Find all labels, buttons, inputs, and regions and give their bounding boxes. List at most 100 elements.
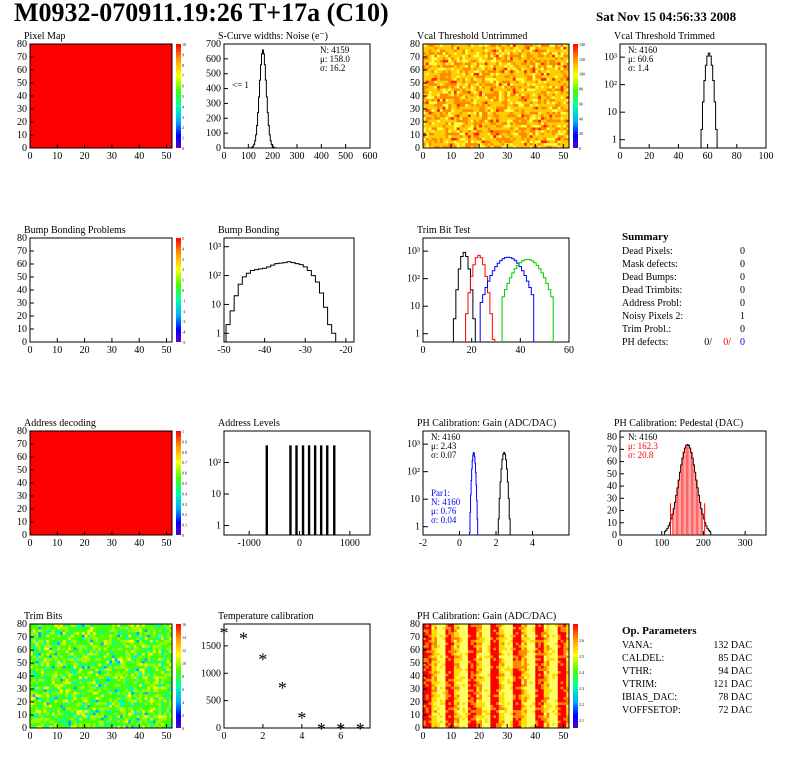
heatmap-cell (481, 85, 486, 89)
heatmap-cell (465, 712, 469, 716)
heatmap-cell (54, 644, 58, 648)
heatmap-cell (120, 665, 124, 669)
stat-line: μ: 2.43 (431, 441, 457, 451)
heatmap-cell (84, 715, 88, 718)
heatmap-cell (120, 702, 124, 705)
heatmap-cell (70, 626, 74, 630)
heatmap-cell (526, 717, 530, 721)
heatmap-cell (128, 655, 132, 659)
heatmap-cell (38, 691, 42, 695)
heatmap-cell (133, 642, 137, 646)
heatmap-cell (57, 637, 61, 640)
heatmap-cell (423, 145, 427, 149)
heatmap-cell (120, 652, 124, 656)
heatmap-cell (147, 663, 151, 666)
heatmap-cell (76, 681, 80, 685)
heatmap-cell (462, 124, 466, 128)
heatmap-cell (51, 694, 55, 698)
heatmap-cell (459, 119, 463, 123)
heatmap-cell (81, 629, 85, 633)
heatmap-cell (84, 626, 88, 630)
heatmap-cell (518, 722, 522, 726)
heatmap-cell (158, 647, 162, 651)
heatmap-cell (549, 59, 553, 63)
heatmap-cell (65, 678, 69, 682)
heatmap-cell (462, 90, 466, 94)
heatmap-cell (158, 699, 162, 703)
heatmap-cell (465, 119, 469, 123)
heatmap-cell (120, 720, 124, 724)
heatmap-cell (90, 709, 94, 713)
heatmap-cell (459, 83, 463, 86)
heatmap-cell (131, 647, 135, 651)
heatmap-cell (521, 137, 525, 141)
heatmap-cell (546, 140, 550, 144)
heatmap-cell (158, 670, 162, 674)
heatmap-cell (501, 72, 505, 76)
heatmap-cell (557, 90, 561, 94)
heatmap-cell (479, 145, 483, 149)
heatmap-cell (32, 699, 36, 703)
heatmap-cell (106, 704, 110, 708)
heatmap-cell (448, 725, 452, 729)
heatmap-cell (465, 725, 469, 729)
series-line-1 (468, 452, 479, 536)
heatmap-cell (87, 650, 91, 653)
heatmap-cell (462, 67, 466, 71)
plot-title: PH Calibration: Pedestal (DAC) (614, 418, 743, 429)
heatmap-cell (131, 668, 135, 672)
heatmap-cell (136, 634, 140, 638)
y-tick-label: 80 (410, 39, 420, 50)
heatmap-cell (65, 644, 69, 648)
heatmap-cell (144, 652, 148, 656)
heatmap-cell (467, 67, 472, 71)
heatmap-cell (476, 49, 480, 53)
heatmap-cell (68, 673, 72, 677)
heatmap-cell (46, 660, 50, 664)
heatmap-cell (526, 116, 530, 120)
heatmap-cell (501, 59, 505, 63)
heatmap-cell (459, 717, 463, 721)
heatmap-cell (49, 717, 53, 721)
heatmap-cell (62, 663, 66, 666)
heatmap-cell (484, 80, 488, 84)
heatmap-cell (117, 644, 121, 648)
heatmap-cell (155, 660, 159, 664)
heatmap-cell (462, 712, 466, 716)
heatmap-cell (38, 717, 42, 721)
heatmap-cell (30, 722, 34, 726)
heatmap-cell (476, 135, 480, 138)
heatmap-cell (493, 51, 497, 55)
heatmap-cell (529, 124, 533, 128)
heatmap-cell (535, 132, 539, 136)
heatmap-cell (451, 70, 455, 73)
heatmap-cell (510, 116, 514, 120)
heatmap-cell (557, 62, 561, 66)
heatmap-cell (161, 639, 165, 643)
heatmap-cell (49, 639, 53, 643)
heatmap-cell (79, 626, 83, 630)
heatmap-cell (546, 85, 550, 89)
heatmap-cell (493, 145, 497, 149)
heatmap-cell (32, 642, 36, 646)
heatmap-cell (538, 114, 542, 118)
heatmap-cell (155, 673, 159, 677)
heatmap-cell (501, 116, 505, 120)
heatmap-cell (456, 722, 460, 726)
heatmap-cell (150, 624, 154, 627)
heatmap-cell (109, 665, 113, 669)
heatmap-cell (106, 683, 110, 687)
heatmap-cell (563, 709, 567, 713)
heatmap-cell (445, 109, 449, 112)
heatmap-cell (470, 119, 474, 123)
heatmap-cell (95, 725, 99, 729)
heatmap-cell (425, 135, 429, 138)
heatmap-cell (529, 64, 533, 68)
heatmap-cell (101, 629, 105, 633)
heatmap-cell (144, 722, 148, 726)
heatmap-cell (442, 75, 446, 79)
heatmap-cell (459, 77, 463, 81)
heatmap-cell (526, 109, 530, 112)
heatmap-cell (95, 683, 99, 687)
heatmap-cell (566, 132, 570, 136)
